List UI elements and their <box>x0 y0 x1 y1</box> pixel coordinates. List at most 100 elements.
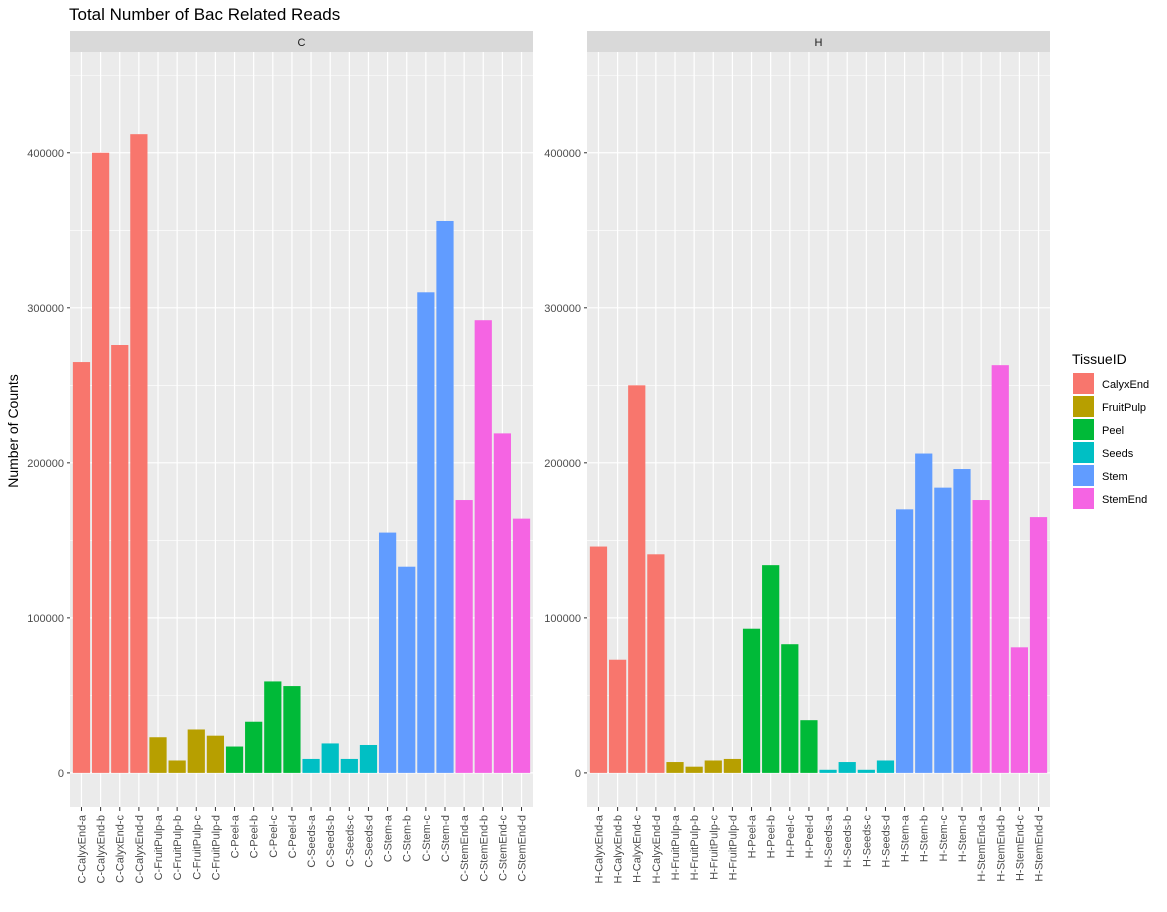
bar-H-Stem-c <box>934 487 952 773</box>
legend-key-CalyxEnd <box>1073 373 1094 394</box>
x-tick-label: C-StemEnd-c <box>497 815 509 882</box>
y-tick-label: 400000 <box>544 148 581 160</box>
x-tick-label: C-Peel-b <box>249 815 261 858</box>
x-tick-label: C-StemEnd-a <box>459 814 471 882</box>
bar-C-FruitPulp-a <box>149 737 167 773</box>
facet-strip <box>70 31 533 52</box>
bar-C-Seeds-b <box>321 743 339 773</box>
bar-H-StemEnd-c <box>1010 647 1028 773</box>
x-tick-label: H-Stem-b <box>919 815 931 862</box>
bar-C-Seeds-a <box>302 758 320 773</box>
y-tick-label: 0 <box>575 768 581 780</box>
x-tick-label: H-FruitPulp-b <box>689 815 701 880</box>
bar-C-Peel-b <box>245 721 263 773</box>
bar-C-StemEnd-b <box>474 320 492 773</box>
x-tick-label: C-Peel-d <box>287 815 299 858</box>
x-tick-label: H-CalyxEnd-a <box>593 814 605 883</box>
x-tick-label: H-Stem-d <box>957 815 969 862</box>
bar-H-Stem-a <box>895 509 914 773</box>
x-tick-label: C-Seeds-b <box>325 815 337 868</box>
bar-C-Stem-d <box>436 220 454 773</box>
legend-key-StemEnd <box>1073 488 1094 509</box>
y-tick-label: 400000 <box>27 148 64 160</box>
bar-H-StemEnd-b <box>991 365 1009 773</box>
bar-C-FruitPulp-d <box>206 735 225 773</box>
x-tick-label: H-Seeds-a <box>823 814 835 867</box>
bar-C-CalyxEnd-b <box>92 152 110 773</box>
bar-C-Peel-d <box>283 686 301 773</box>
facet-strip-label: C <box>298 37 306 49</box>
legend-label-Seeds: Seeds <box>1102 448 1134 460</box>
y-tick-label: 100000 <box>27 613 64 625</box>
facet-strip <box>587 31 1050 52</box>
x-tick-label: H-StemEnd-d <box>1034 815 1046 882</box>
bar-H-FruitPulp-c <box>704 760 722 773</box>
bar-C-StemEnd-d <box>512 518 531 773</box>
legend-key-Peel <box>1073 419 1094 440</box>
bar-H-Seeds-a <box>819 769 837 773</box>
bar-H-Stem-d <box>953 469 971 773</box>
legend-label-CalyxEnd: CalyxEnd <box>1102 379 1149 391</box>
bar-H-CalyxEnd-d <box>647 554 665 773</box>
x-tick-label: C-StemEnd-b <box>478 815 490 882</box>
chart-title: Total Number of Bac Related Reads <box>69 5 340 24</box>
panels: C 0 100000 200000 300000 400000 C-CalyxEnd-a C-… <box>27 31 1050 883</box>
x-tick-label: C-Seeds-d <box>363 815 375 868</box>
x-tick-label: H-StemEnd-c <box>1014 815 1026 882</box>
x-tick-label: C-Stem-b <box>402 815 414 862</box>
bar-H-Peel-a <box>742 628 761 773</box>
bar-H-FruitPulp-b <box>685 766 703 773</box>
bar-H-Stem-b <box>915 453 933 773</box>
bar-C-Stem-a <box>378 532 397 773</box>
x-tick-label: C-FruitPulp-b <box>172 815 184 880</box>
x-tick-label: C-FruitPulp-a <box>153 814 165 880</box>
bar-C-CalyxEnd-a <box>72 362 91 773</box>
x-tick-label: H-Peel-d <box>804 815 816 858</box>
bar-H-Seeds-c <box>857 769 875 773</box>
y-tick-label: 300000 <box>27 303 64 315</box>
bar-C-Peel-c <box>264 681 282 773</box>
legend: TissueID CalyxEnd FruitPulp Peel Seeds Stem S… <box>1072 351 1149 509</box>
bar-C-StemEnd-a <box>455 500 473 773</box>
bar-H-Peel-d <box>800 720 818 773</box>
x-tick-label: C-CalyxEnd-c <box>115 815 127 883</box>
x-tick-label: C-Peel-c <box>268 815 280 858</box>
x-tick-label: H-Seeds-b <box>842 815 854 868</box>
x-tick-label: C-StemEnd-d <box>517 815 529 882</box>
x-tick-label: H-Seeds-c <box>861 815 873 867</box>
bar-H-Seeds-b <box>838 762 856 773</box>
x-tick-label: H-CalyxEnd-d <box>651 815 663 883</box>
bar-C-FruitPulp-c <box>187 729 205 773</box>
x-tick-label: H-Stem-a <box>900 814 912 862</box>
x-tick-label: H-FruitPulp-d <box>727 815 739 880</box>
bar-C-Peel-a <box>225 746 244 773</box>
x-tick-label: H-Seeds-d <box>880 815 892 868</box>
x-tick-label: C-Stem-c <box>421 815 433 862</box>
bar-C-Seeds-d <box>359 744 378 773</box>
x-tick-label: C-CalyxEnd-a <box>76 814 88 883</box>
legend-label-FruitPulp: FruitPulp <box>1102 402 1146 414</box>
x-tick-label: C-Stem-a <box>383 814 395 862</box>
x-tick-label: H-FruitPulp-c <box>708 815 720 880</box>
y-tick-label: 300000 <box>544 303 581 315</box>
panel-C: C 0 100000 200000 300000 400000 C-CalyxEnd-a C-… <box>27 31 533 883</box>
x-tick-label: C-Seeds-a <box>306 814 318 867</box>
bar-H-CalyxEnd-a <box>589 546 608 773</box>
bar-H-FruitPulp-a <box>666 762 684 773</box>
bar-C-Stem-c <box>417 292 435 773</box>
bar-H-CalyxEnd-c <box>628 385 646 773</box>
legend-key-FruitPulp <box>1073 396 1094 417</box>
x-tick-label: C-CalyxEnd-d <box>134 815 146 883</box>
x-tick-label: H-Peel-b <box>766 815 778 858</box>
y-tick-label: 0 <box>58 768 64 780</box>
bar-C-FruitPulp-b <box>168 760 186 773</box>
bar-H-FruitPulp-d <box>723 758 742 773</box>
bar-H-StemEnd-a <box>972 500 990 773</box>
legend-label-Peel: Peel <box>1102 425 1124 437</box>
x-tick-label: H-Peel-c <box>785 815 797 858</box>
x-tick-label: H-CalyxEnd-b <box>613 815 625 883</box>
y-tick-label: 200000 <box>544 458 581 470</box>
legend-key-Stem <box>1073 465 1094 486</box>
bar-C-CalyxEnd-c <box>111 345 129 773</box>
